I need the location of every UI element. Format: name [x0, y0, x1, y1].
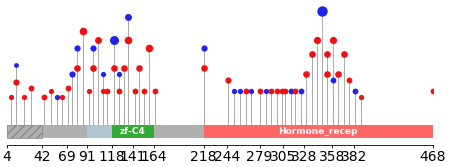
Bar [7, 125, 433, 138]
Text: zf-C4: zf-C4 [120, 127, 146, 136]
Text: Hormone_recep: Hormone_recep [278, 127, 358, 136]
Bar [203, 125, 433, 138]
Bar [87, 125, 112, 138]
Bar [112, 125, 154, 138]
Bar [7, 125, 42, 138]
